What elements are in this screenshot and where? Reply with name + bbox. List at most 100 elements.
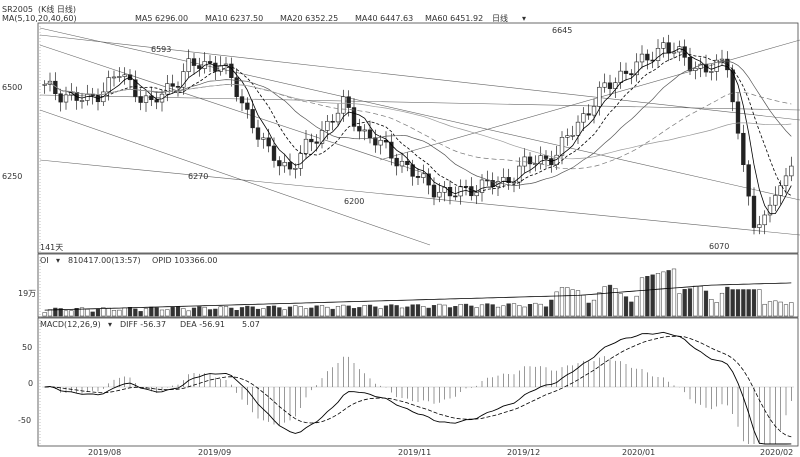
candle-body <box>175 86 181 88</box>
volume-bar <box>431 305 437 317</box>
candle-body <box>85 94 90 101</box>
candle-body <box>394 157 399 167</box>
candle-body <box>693 67 698 71</box>
candle-body <box>634 61 639 76</box>
ma60-value: MA60 6451.92 <box>425 14 483 23</box>
volume-bar <box>570 289 575 317</box>
candle-body <box>362 129 367 132</box>
volume-bar <box>634 295 639 317</box>
volume-bar <box>629 301 634 317</box>
ma5-value: MA5 6296.00 <box>135 14 188 23</box>
volume-bar <box>474 307 479 317</box>
volume-bar <box>591 299 597 317</box>
volume-bar <box>618 293 623 317</box>
candle-body <box>277 160 282 167</box>
trend-line-5 <box>39 94 800 111</box>
candle-body <box>559 137 565 156</box>
volume-bar <box>415 304 421 317</box>
chevron-down-icon[interactable]: ▾ <box>56 256 60 265</box>
volume-bar <box>133 308 138 317</box>
volume-bar <box>517 305 522 317</box>
candle-body <box>335 112 341 123</box>
volume-bar <box>373 306 378 317</box>
volume-bar <box>490 304 495 317</box>
volume-bar <box>138 311 143 317</box>
candle-body <box>79 100 85 102</box>
price-tick-6250: 6250 <box>2 172 22 181</box>
candle-body <box>191 58 197 66</box>
chevron-down-icon[interactable]: ▾ <box>522 14 526 23</box>
volume-bar <box>719 292 725 317</box>
candle-body <box>453 195 458 198</box>
ma-group-label[interactable]: MA(5,10,20,40,60) <box>2 14 77 23</box>
candle-body <box>122 74 127 77</box>
price-plot <box>39 27 800 246</box>
volume-bar <box>378 308 383 317</box>
volume-bar <box>165 309 170 317</box>
volume-bar <box>709 298 714 317</box>
volume-bar <box>69 310 74 317</box>
candle-body <box>325 120 330 131</box>
candle-body <box>357 126 362 132</box>
price-panel-frame <box>37 22 799 254</box>
x-tick-5: 2020/01 <box>622 448 655 457</box>
candle-body <box>287 162 293 170</box>
candle-body <box>234 77 239 97</box>
candle-body <box>586 113 591 116</box>
chevron-down-icon[interactable]: ▾ <box>108 320 112 329</box>
candle-body <box>154 99 159 103</box>
candle-body <box>207 61 213 64</box>
candle-body <box>314 141 319 144</box>
candle-body <box>778 185 783 196</box>
volume-bar <box>202 306 207 317</box>
candle-body <box>63 94 69 103</box>
volume-bar <box>282 309 287 317</box>
candle-body <box>602 82 607 88</box>
period-label[interactable]: 日线 <box>492 13 508 23</box>
volume-bar <box>191 307 197 317</box>
candle-body <box>479 179 485 193</box>
volume-bar <box>549 299 554 317</box>
volume-bar <box>330 308 335 317</box>
macd-tick-50: 50 <box>22 343 32 352</box>
candle-body <box>597 86 602 107</box>
volume-bar <box>346 305 351 317</box>
instrument-label: SR2005 <box>2 5 33 14</box>
candle-body <box>474 192 479 197</box>
candle-body <box>351 107 357 127</box>
x-tick-3: 2019/11 <box>398 448 431 457</box>
volume-bar <box>85 309 90 317</box>
ma10-value: MA10 6237.50 <box>205 14 263 23</box>
macd-dea-line <box>44 335 792 438</box>
candle-body <box>565 135 570 138</box>
candle-body <box>661 42 666 49</box>
x-tick-6: 2020/02 <box>760 448 793 457</box>
candle-body <box>666 42 671 54</box>
volume-bar <box>607 284 613 317</box>
volume-bar <box>581 294 586 317</box>
volume-bar <box>63 310 69 317</box>
volume-bar <box>538 303 543 317</box>
volume-bar <box>159 309 165 317</box>
candle-body <box>746 164 751 197</box>
ma60-line <box>44 82 792 160</box>
volume-bar <box>447 307 453 317</box>
trend-line-1 <box>39 27 800 201</box>
candle-body <box>170 83 175 87</box>
candle-body <box>282 162 287 167</box>
candle-body <box>575 121 581 136</box>
volume-bar <box>309 307 314 317</box>
volume-bar <box>602 286 607 317</box>
volume-bar <box>325 306 330 317</box>
volume-bar <box>506 303 511 317</box>
candle-body <box>767 204 773 216</box>
candle-body <box>698 63 703 69</box>
annotation-high-1: 6593 <box>151 45 171 54</box>
volume-bar <box>725 286 730 317</box>
volume-bar <box>554 291 559 317</box>
candle-body <box>730 69 735 103</box>
volume-bar <box>42 312 47 317</box>
volume-bar <box>714 302 719 317</box>
candle-body <box>271 145 277 161</box>
